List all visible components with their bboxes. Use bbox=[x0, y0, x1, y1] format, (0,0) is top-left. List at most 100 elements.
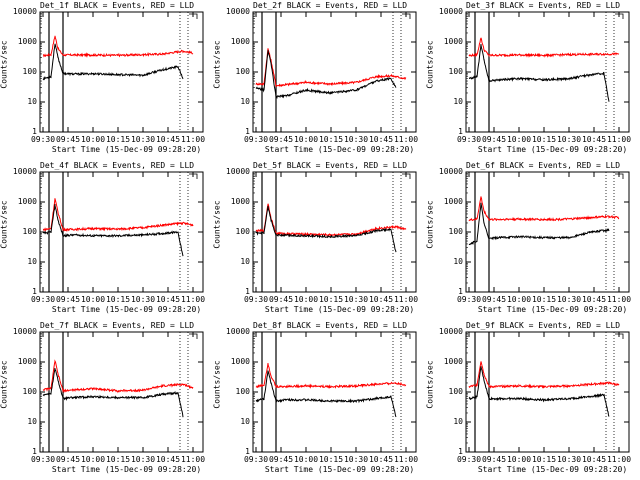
y-tick-label: 1 bbox=[245, 127, 250, 136]
y-axis-label: Counts/sec bbox=[425, 40, 435, 89]
x-axis-label: Start Time (15-Dec-09 09:28:20) bbox=[477, 145, 628, 154]
detector-panel: 1 10 100 1000 10000 09:30 09:45 10:00 10:15 10:30… bbox=[426, 160, 639, 320]
x-tick-label: 09:45 bbox=[268, 455, 294, 464]
events-series-line bbox=[468, 202, 610, 246]
x-tick-label: 10:30 bbox=[130, 455, 156, 464]
legend-mark bbox=[615, 333, 624, 339]
x-tick-label: 09:30 bbox=[243, 455, 269, 464]
x-tick-label: 09:30 bbox=[30, 295, 56, 304]
x-tick-label: 11:00 bbox=[606, 135, 632, 144]
chart-title: Det_9f BLACK = Events, RED = LLD bbox=[466, 321, 621, 330]
x-tick-label: 10:30 bbox=[343, 135, 369, 144]
y-tick-label: 10000 bbox=[12, 7, 37, 16]
detector-panel: 1 10 100 1000 10000 09:30 09:45 10:00 10:15 10:30… bbox=[426, 0, 639, 160]
chart-title: Det_2f BLACK = Events, RED = LLD bbox=[253, 1, 408, 10]
x-tick-label: 10:15 bbox=[105, 295, 131, 304]
x-tick-label: 09:45 bbox=[55, 455, 81, 464]
events-series-line bbox=[42, 43, 184, 81]
y-tick-label: 1 bbox=[458, 127, 463, 136]
x-tick-label: 10:00 bbox=[506, 295, 532, 304]
y-tick-label: 10000 bbox=[438, 7, 463, 16]
detector-panel: 1 10 100 1000 10000 09:30 09:45 10:00 10:15 10:30… bbox=[0, 320, 213, 480]
x-axis-label: Start Time (15-Dec-09 09:28:20) bbox=[477, 305, 628, 314]
chart-title: Det_7f BLACK = Events, RED = LLD bbox=[40, 321, 195, 330]
x-tick-label: 10:30 bbox=[556, 455, 582, 464]
y-tick-label: 1 bbox=[245, 447, 250, 456]
lld-series-line bbox=[255, 203, 407, 237]
events-series-line bbox=[43, 204, 184, 257]
x-tick-label: 10:30 bbox=[556, 135, 582, 144]
y-axis-label: Counts/sec bbox=[0, 40, 9, 89]
y-tick-label: 10 bbox=[240, 417, 250, 426]
x-tick-label: 09:30 bbox=[456, 455, 482, 464]
x-tick-label: 10:15 bbox=[318, 295, 344, 304]
y-tick-label: 1 bbox=[32, 447, 37, 456]
events-series-line bbox=[468, 43, 610, 102]
y-tick-label: 10 bbox=[27, 417, 37, 426]
legend-mark bbox=[615, 173, 624, 179]
x-tick-label: 10:00 bbox=[506, 135, 532, 144]
y-axis-label: Counts/sec bbox=[212, 360, 222, 409]
chart-title: Det_3f BLACK = Events, RED = LLD bbox=[466, 1, 621, 10]
detector-panel: 1 10 100 1000 10000 09:30 09:45 10:00 10:15 10:30… bbox=[426, 320, 639, 480]
lld-series-line bbox=[42, 198, 194, 232]
detector-panel: 1 10 100 1000 10000 09:30 09:45 10:00 10:15 10:30… bbox=[0, 160, 213, 320]
x-tick-label: 10:15 bbox=[531, 135, 557, 144]
y-tick-label: 10 bbox=[27, 97, 37, 106]
chart-title: Det_4f BLACK = Events, RED = LLD bbox=[40, 161, 195, 170]
x-tick-label: 10:30 bbox=[130, 135, 156, 144]
y-axis-label: Counts/sec bbox=[0, 360, 9, 409]
chart-svg bbox=[39, 11, 204, 133]
x-axis-label: Start Time (15-Dec-09 09:28:20) bbox=[264, 465, 415, 474]
y-tick-label: 1 bbox=[245, 287, 250, 296]
y-axis-label: Counts/sec bbox=[425, 360, 435, 409]
y-tick-label: 1 bbox=[32, 287, 37, 296]
x-tick-label: 10:00 bbox=[506, 455, 532, 464]
y-tick-label: 1000 bbox=[443, 197, 463, 206]
plot-frame bbox=[39, 331, 204, 453]
plot-frame bbox=[465, 331, 630, 453]
detector-panel: 1 10 100 1000 10000 09:30 09:45 10:00 10:15 10:30… bbox=[213, 0, 426, 160]
y-tick-label: 10000 bbox=[438, 327, 463, 336]
y-tick-label: 100 bbox=[448, 387, 463, 396]
chart-svg bbox=[465, 171, 630, 293]
y-tick-label: 1000 bbox=[17, 357, 37, 366]
y-tick-label: 10 bbox=[27, 257, 37, 266]
chart-title: Det_8f BLACK = Events, RED = LLD bbox=[253, 321, 408, 330]
y-tick-label: 100 bbox=[235, 67, 250, 76]
x-tick-label: 09:45 bbox=[55, 295, 81, 304]
y-tick-label: 1000 bbox=[17, 197, 37, 206]
legend-mark bbox=[189, 333, 198, 339]
y-tick-label: 10 bbox=[240, 97, 250, 106]
plot-frame bbox=[465, 11, 630, 133]
y-axis-label: Counts/sec bbox=[425, 200, 435, 249]
x-tick-label: 10:45 bbox=[581, 455, 607, 464]
x-tick-label: 09:30 bbox=[30, 135, 56, 144]
y-tick-label: 100 bbox=[448, 227, 463, 236]
x-tick-label: 09:45 bbox=[481, 135, 507, 144]
x-tick-label: 10:00 bbox=[293, 295, 319, 304]
chart-title: Det_1f BLACK = Events, RED = LLD bbox=[40, 1, 195, 10]
x-tick-label: 10:45 bbox=[368, 135, 394, 144]
lld-series-line bbox=[468, 361, 620, 389]
y-axis-label: Counts/sec bbox=[212, 200, 222, 249]
x-tick-label: 10:30 bbox=[556, 295, 582, 304]
x-tick-label: 11:00 bbox=[606, 295, 632, 304]
x-axis-label: Start Time (15-Dec-09 09:28:20) bbox=[51, 145, 202, 154]
legend-mark bbox=[189, 173, 198, 179]
plot-frame bbox=[252, 331, 417, 453]
legend-mark bbox=[189, 13, 198, 19]
y-tick-label: 100 bbox=[22, 227, 37, 236]
x-tick-label: 10:00 bbox=[293, 455, 319, 464]
y-tick-label: 1 bbox=[32, 127, 37, 136]
detector-panel: 1 10 100 1000 10000 09:30 09:45 10:00 10:15 10:30… bbox=[213, 160, 426, 320]
chart-svg bbox=[39, 331, 204, 453]
x-tick-label: 10:15 bbox=[531, 295, 557, 304]
legend-mark bbox=[615, 13, 624, 19]
chart-title: Det_5f BLACK = Events, RED = LLD bbox=[253, 161, 408, 170]
y-tick-label: 1000 bbox=[230, 197, 250, 206]
events-series-line bbox=[256, 205, 397, 253]
x-tick-label: 11:00 bbox=[606, 455, 632, 464]
events-series-line bbox=[42, 368, 184, 418]
x-tick-label: 09:30 bbox=[243, 135, 269, 144]
